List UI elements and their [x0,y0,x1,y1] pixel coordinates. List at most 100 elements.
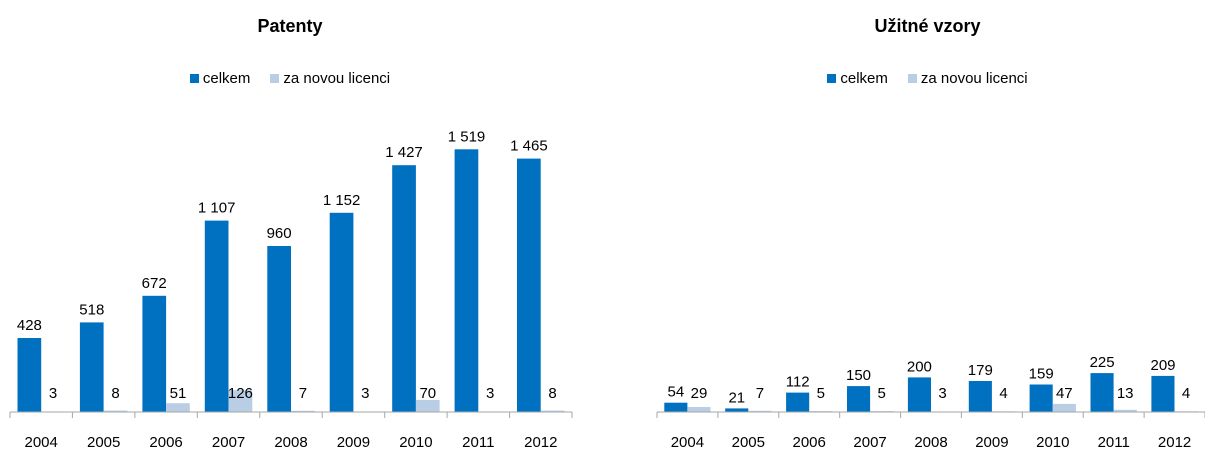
bar-total [664,402,688,412]
bar-new-license [1052,403,1076,412]
data-label: 70 [419,385,436,402]
x-tick-label: 2008 [914,434,947,451]
x-tick-label: 2005 [732,434,765,451]
data-label: 225 [1090,354,1115,371]
data-label: 179 [968,362,993,379]
x-tick-label: 2005 [87,434,120,451]
data-label: 54 [668,384,685,401]
data-label: 960 [267,225,292,242]
bar-total [454,149,479,413]
data-label: 428 [17,317,42,334]
bar-total [847,386,871,412]
bar-total [79,322,104,412]
data-label: 126 [228,385,253,402]
x-tick-label: 2012 [524,434,557,451]
bar-total [1029,384,1053,412]
data-label: 1 427 [385,144,423,161]
data-label: 4 [999,385,1007,402]
data-label: 3 [938,385,946,402]
data-label: 7 [756,385,764,402]
data-label: 8 [111,385,119,402]
legend-swatch-new-license [270,74,280,83]
bar-total [517,158,541,412]
data-label: 159 [1029,366,1054,383]
data-label: 150 [846,367,871,384]
legend-label-new-license: za novou licenci [283,70,391,87]
data-label: 3 [486,385,494,402]
chart-patenty: Patenty celkem za novou licenci 428 3 2004… [0,0,580,452]
x-tick-label: 2009 [337,434,370,451]
x-tick-label: 2010 [1036,434,1069,451]
chart-uzitne-vzory: Užitné vzory celkem za novou licenci 54 2… [650,0,1205,452]
bar-new-license [291,410,315,412]
legend-label-total: celkem [202,70,251,87]
bar-new-license [166,403,190,412]
bar-total [968,381,992,412]
data-label: 1 152 [323,192,361,209]
legend-label-total: celkem [840,70,888,87]
data-label: 200 [907,358,932,375]
bar-new-license [415,399,440,412]
bar-total [1151,375,1175,412]
data-label: 3 [361,385,369,402]
bar-total [786,392,810,412]
bar-total [392,165,416,412]
bar-new-license [228,390,253,412]
bar-new-license [748,410,772,412]
data-label: 29 [691,385,708,402]
legend-swatch-new-license [907,74,917,83]
x-tick-label: 2004 [671,434,704,451]
x-tick-label: 2008 [274,434,307,451]
data-label: 209 [1150,357,1175,374]
bar-new-license [103,410,128,412]
x-tick-label: 2011 [462,434,494,451]
data-label: 7 [299,385,307,402]
data-label: 47 [1056,385,1073,402]
x-tick-label: 2006 [793,434,826,451]
x-tick-label: 2012 [1158,434,1191,451]
x-tick-label: 2004 [25,434,58,451]
legend-item-new-license: za novou licenci [270,70,390,87]
x-tick-label: 2011 [1098,434,1130,451]
bar-total [725,408,749,412]
bar-new-license [1113,409,1137,412]
legend-item-total: celkem [189,70,251,87]
data-label: 1 107 [198,200,236,217]
bar-total [329,212,354,412]
chart-plot-area: 54 29 2004 21 7 2005 112 5 2006 150 5 2007 200 3 2008 1… [656,354,1205,451]
legend-swatch-total [189,74,199,83]
legend-label-new-license: za novou licenci [920,70,1028,87]
data-label: 13 [1117,385,1134,402]
data-label: 5 [878,385,886,402]
data-label: 672 [142,275,167,292]
x-tick-label: 2009 [975,434,1008,451]
legend: celkem za novou licenci [650,70,1205,87]
data-label: 3 [49,385,57,402]
data-label: 51 [170,385,187,402]
data-label: 518 [79,301,104,318]
legend-item-total: celkem [827,70,888,87]
x-tick-label: 2007 [853,434,886,451]
bar-total [17,338,42,412]
bar-new-license [687,407,711,412]
chart-plot-area: 428 3 2004 518 8 2005 672 51 2006 1 107 126 2007 960… [9,128,573,451]
data-label: 21 [728,389,745,406]
data-label: 1 465 [510,138,548,155]
x-tick-label: 2007 [212,434,245,451]
data-label: 8 [548,385,556,402]
bar-total [907,377,931,412]
bar-total [142,295,167,412]
data-label: 1 519 [448,128,486,145]
bar-total [267,246,291,412]
bar-total [1090,373,1114,412]
chart-title: Patenty [257,16,323,36]
legend: celkem za novou licenci [0,70,580,87]
x-tick-label: 2006 [149,434,182,451]
bar-total [204,220,229,412]
data-label: 112 [786,374,810,391]
legend-swatch-total [827,74,837,83]
bar-new-license [540,410,565,412]
legend-item-new-license: za novou licenci [907,70,1028,87]
x-tick-label: 2010 [399,434,432,451]
chart-title: Užitné vzory [874,16,981,36]
